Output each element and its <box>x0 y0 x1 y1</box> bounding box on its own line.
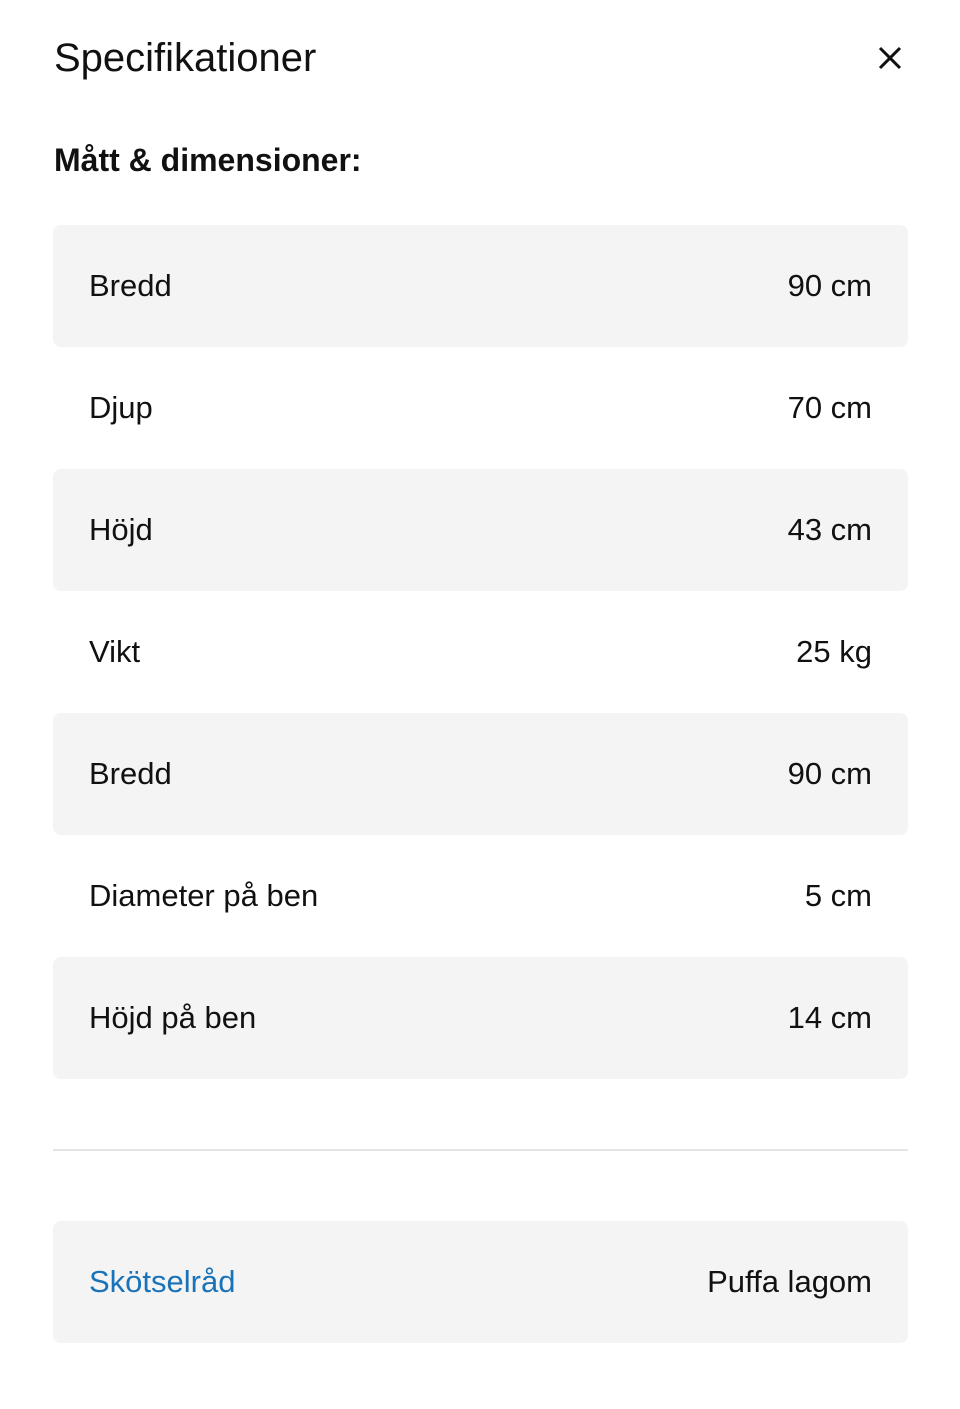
spec-row: Vikt 25 kg <box>53 591 908 713</box>
spec-table: Bredd 90 cm Djup 70 cm Höjd 43 cm Vikt 25 kg… <box>53 225 908 1079</box>
spec-row: Bredd 90 cm <box>53 225 908 347</box>
spec-value: 90 cm <box>787 268 872 303</box>
spec-value: 5 cm <box>804 878 872 913</box>
spec-label: Vikt <box>89 634 141 669</box>
spec-value: 43 cm <box>787 512 872 547</box>
spec-label: Höjd <box>89 512 153 547</box>
spec-label: Djup <box>89 390 153 425</box>
divider <box>53 1149 908 1151</box>
spec-value: 14 cm <box>787 1000 872 1035</box>
care-value: Puffa lagom <box>707 1264 872 1299</box>
spec-label: Bredd <box>89 268 172 303</box>
spec-row: Höjd 43 cm <box>53 469 908 591</box>
spec-label: Diameter på ben <box>89 878 319 913</box>
close-icon <box>878 46 902 70</box>
spec-row: Djup 70 cm <box>53 347 908 469</box>
spec-row: Diameter på ben 5 cm <box>53 835 908 957</box>
spec-label: Höjd på ben <box>89 1000 257 1035</box>
care-section: Skötselråd Puffa lagom <box>53 1221 908 1343</box>
spec-value: 25 kg <box>796 634 872 669</box>
spec-label: Bredd <box>89 756 172 791</box>
spec-value: 90 cm <box>787 756 872 791</box>
page-title: Specifikationer <box>54 36 317 80</box>
spec-value: 70 cm <box>787 390 872 425</box>
section-title: Mått & dimensioner: <box>54 142 362 178</box>
care-instructions-link[interactable]: Skötselråd <box>89 1264 236 1299</box>
close-button[interactable] <box>872 40 908 76</box>
care-row: Skötselråd Puffa lagom <box>53 1221 908 1343</box>
spec-row: Bredd 90 cm <box>53 713 908 835</box>
spec-row: Höjd på ben 14 cm <box>53 957 908 1079</box>
